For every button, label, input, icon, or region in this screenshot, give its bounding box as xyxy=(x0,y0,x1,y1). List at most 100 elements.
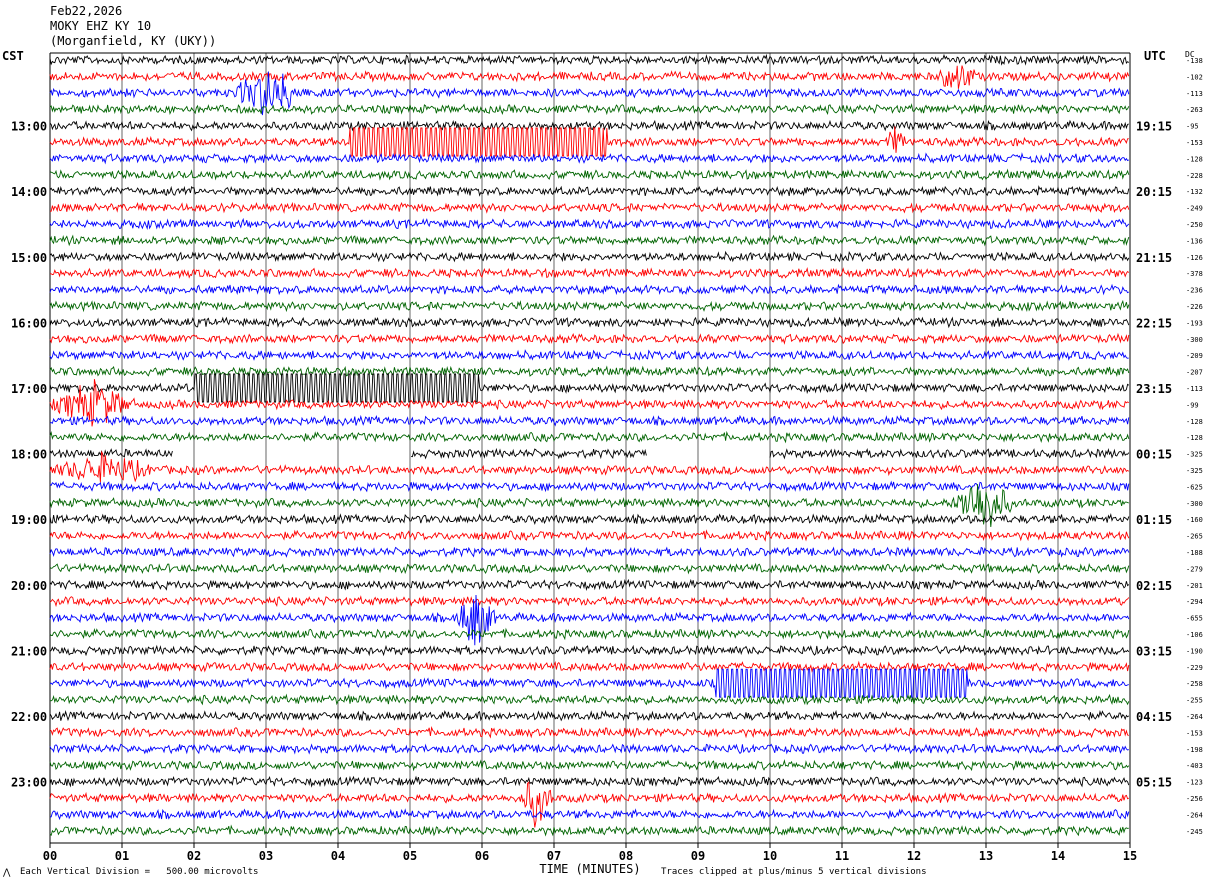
x-tick-label: 10 xyxy=(763,849,777,863)
dc-offset-label: -264 xyxy=(1186,811,1203,819)
header-location: (Morganfield, KY (UKY)) xyxy=(50,34,217,48)
seismic-trace xyxy=(49,316,1130,329)
x-tick-label: 14 xyxy=(1051,849,1065,863)
hour-label-left: 15:00 xyxy=(11,251,47,265)
dc-offset-label: -226 xyxy=(1186,303,1203,311)
seismic-trace xyxy=(49,726,1129,739)
seismic-trace xyxy=(49,414,1130,427)
seismic-trace xyxy=(49,759,1130,772)
hour-label-left: 16:00 xyxy=(11,316,47,330)
dc-offset-label: -160 xyxy=(1186,516,1203,524)
hour-label-left: 19:00 xyxy=(11,513,47,527)
dc-offset-label: -128 xyxy=(1186,434,1203,442)
dc-offset-label: -188 xyxy=(1186,549,1203,557)
dc-offset-label: -113 xyxy=(1186,385,1203,393)
dc-offset-label: -300 xyxy=(1186,336,1203,344)
dc-offset-label: -99 xyxy=(1186,401,1199,409)
hour-label-left: 13:00 xyxy=(11,120,47,134)
dc-offset-label: -228 xyxy=(1186,172,1203,180)
seismic-trace xyxy=(49,660,1130,673)
dc-offset-label: -229 xyxy=(1186,664,1203,672)
x-tick-label: 11 xyxy=(835,849,849,863)
seismic-trace xyxy=(49,578,1130,591)
seismic-trace xyxy=(50,266,1130,280)
x-tick-label: 13 xyxy=(979,849,993,863)
clip-note: Traces clipped at plus/minus 5 vertical … xyxy=(661,867,927,877)
dc-offset-label: -256 xyxy=(1186,795,1203,803)
seismic-trace xyxy=(49,644,1130,657)
dc-offset-label: -138 xyxy=(1186,57,1203,65)
seismic-trace xyxy=(49,709,1130,722)
seismic-trace xyxy=(49,430,1130,444)
dc-offset-label: -325 xyxy=(1186,467,1203,475)
dc-offset-label: -264 xyxy=(1186,713,1203,721)
dc-offset-label: -378 xyxy=(1186,270,1203,278)
seismic-trace xyxy=(49,283,1130,296)
dc-offset-label: -113 xyxy=(1186,90,1203,98)
header-date: Feb22,2026 xyxy=(50,4,123,18)
seismic-trace xyxy=(49,126,1129,157)
seismic-trace xyxy=(49,71,1130,116)
x-tick-label: 05 xyxy=(403,849,417,863)
seismic-trace xyxy=(49,332,1130,345)
seismic-trace xyxy=(49,513,1130,525)
seismic-trace xyxy=(49,742,1129,755)
hour-label-left: 14:00 xyxy=(11,185,47,199)
dc-offset-label: -265 xyxy=(1186,533,1203,541)
seismic-trace xyxy=(49,781,1130,828)
dc-offset-label: -245 xyxy=(1186,828,1203,836)
dc-offset-label: -258 xyxy=(1186,680,1203,688)
dc-offset-label: -255 xyxy=(1186,697,1203,705)
seismic-trace xyxy=(49,808,1130,821)
seismic-trace xyxy=(49,693,1130,706)
dc-offset-label: -300 xyxy=(1186,500,1203,508)
seismic-trace xyxy=(49,168,1130,181)
x-tick-label: 00 xyxy=(43,849,57,863)
seismic-trace xyxy=(49,152,1130,165)
hour-label-left: 20:00 xyxy=(11,579,47,593)
seismic-trace xyxy=(49,53,1130,66)
seismic-trace xyxy=(49,234,1130,247)
dc-offset-label: -102 xyxy=(1186,73,1203,81)
dc-offset-label: -153 xyxy=(1186,729,1203,737)
dc-offset-label: -153 xyxy=(1186,139,1203,147)
dc-offset-label: -625 xyxy=(1186,483,1203,491)
seismic-trace xyxy=(49,529,1130,542)
corner-mark: ⋀ xyxy=(3,868,11,878)
seismic-trace xyxy=(49,103,1130,116)
x-tick-label: 06 xyxy=(475,849,489,863)
x-tick-label: 15 xyxy=(1123,849,1137,863)
vertical-division-note: Each Vertical Division = 500.00 microvol… xyxy=(20,867,259,877)
dc-offset-label: -236 xyxy=(1186,287,1203,295)
dc-label: DC xyxy=(1185,50,1195,59)
x-tick-label: 02 xyxy=(187,849,201,863)
seismic-trace xyxy=(49,201,1130,214)
left-timezone-label: CST xyxy=(2,49,24,63)
hour-label-right: 21:15 xyxy=(1136,251,1172,265)
dc-offset-label: -249 xyxy=(1186,205,1203,213)
hour-label-right: 02:15 xyxy=(1136,579,1172,593)
dc-offset-label: -209 xyxy=(1186,352,1203,360)
dc-offset-label: -123 xyxy=(1186,779,1203,787)
dc-offset-label: -655 xyxy=(1186,615,1203,623)
x-tick-label: 09 xyxy=(691,849,705,863)
seismic-trace xyxy=(49,65,1130,89)
dc-offset-label: -403 xyxy=(1186,762,1203,770)
dc-offset-label: -136 xyxy=(1186,237,1203,245)
hour-label-right: 03:15 xyxy=(1136,644,1172,658)
dc-offset-label: -190 xyxy=(1186,647,1203,655)
seismic-trace xyxy=(49,546,1130,558)
seismic-trace xyxy=(49,595,1130,608)
x-tick-label: 08 xyxy=(619,849,633,863)
dc-offset-label: -198 xyxy=(1186,746,1203,754)
dc-offset-label: -132 xyxy=(1186,188,1203,196)
dc-offset-label: -201 xyxy=(1186,582,1203,590)
seismic-trace xyxy=(49,365,1130,378)
hour-label-right: 19:15 xyxy=(1136,120,1172,134)
hour-label-right: 01:15 xyxy=(1136,513,1172,527)
dc-offset-label: -250 xyxy=(1186,221,1203,229)
seismic-trace xyxy=(49,562,1130,575)
hour-label-right: 23:15 xyxy=(1136,382,1172,396)
hour-label-right: 22:15 xyxy=(1136,316,1172,330)
